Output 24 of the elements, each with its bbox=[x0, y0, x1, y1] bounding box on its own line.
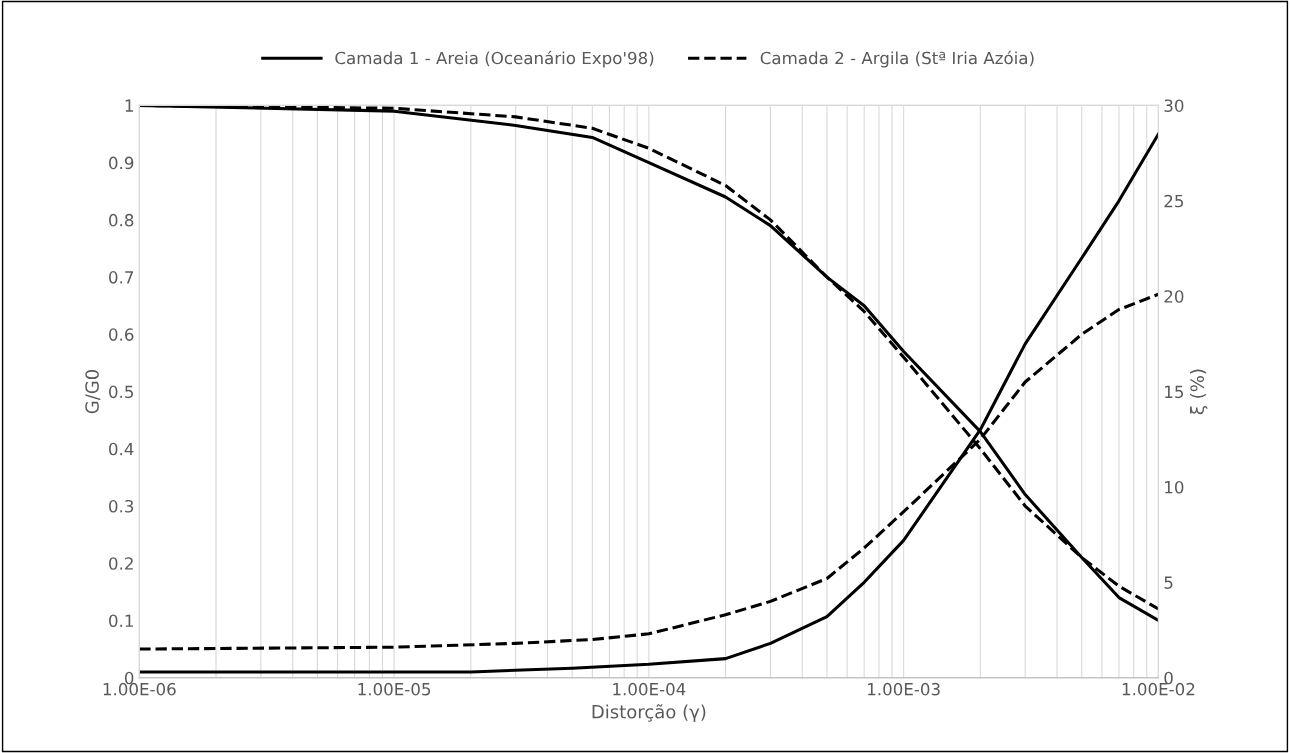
y2-tick-label: 5 bbox=[1164, 576, 1173, 589]
x-tick-label: 1.00E-05 bbox=[358, 682, 431, 696]
x-axis-title: Distorção (γ) bbox=[592, 704, 706, 723]
y2-tick-label: 20 bbox=[1164, 290, 1184, 303]
legend-label: Camada 2 - Argila (Stª Iria Azóia) bbox=[760, 50, 1034, 68]
y-tick-label: 0.2 bbox=[109, 557, 133, 570]
y-tick-label: 0.7 bbox=[109, 271, 134, 284]
y2-tick-label: 10 bbox=[1165, 480, 1184, 494]
x-tick-label: 1.00E-03 bbox=[868, 682, 940, 696]
y2-tick-label: 25 bbox=[1164, 194, 1184, 208]
y-tick-label: 0.8 bbox=[109, 213, 134, 227]
y-tick-label: 0.5 bbox=[109, 385, 133, 399]
y-tick-label: 0.4 bbox=[109, 442, 134, 456]
y2-axis-title: ξ (%) bbox=[1190, 369, 1208, 415]
y-axis-title: G/G0 bbox=[85, 369, 101, 414]
y-tick-label: 0.6 bbox=[109, 328, 134, 341]
y-tick-label: 1 bbox=[125, 99, 133, 112]
y-tick-label: 0.9 bbox=[109, 156, 134, 170]
y-tick-label: 0.3 bbox=[109, 499, 134, 513]
y-tick-label: 0.1 bbox=[109, 614, 133, 628]
legend-label: Camada 1 - Areia (Oceanário Expo'98) bbox=[335, 50, 654, 68]
y2-tick-label: 15 bbox=[1165, 385, 1184, 399]
y2-tick-label: 30 bbox=[1164, 99, 1184, 112]
x-tick-label: 1.00E-04 bbox=[613, 682, 686, 696]
